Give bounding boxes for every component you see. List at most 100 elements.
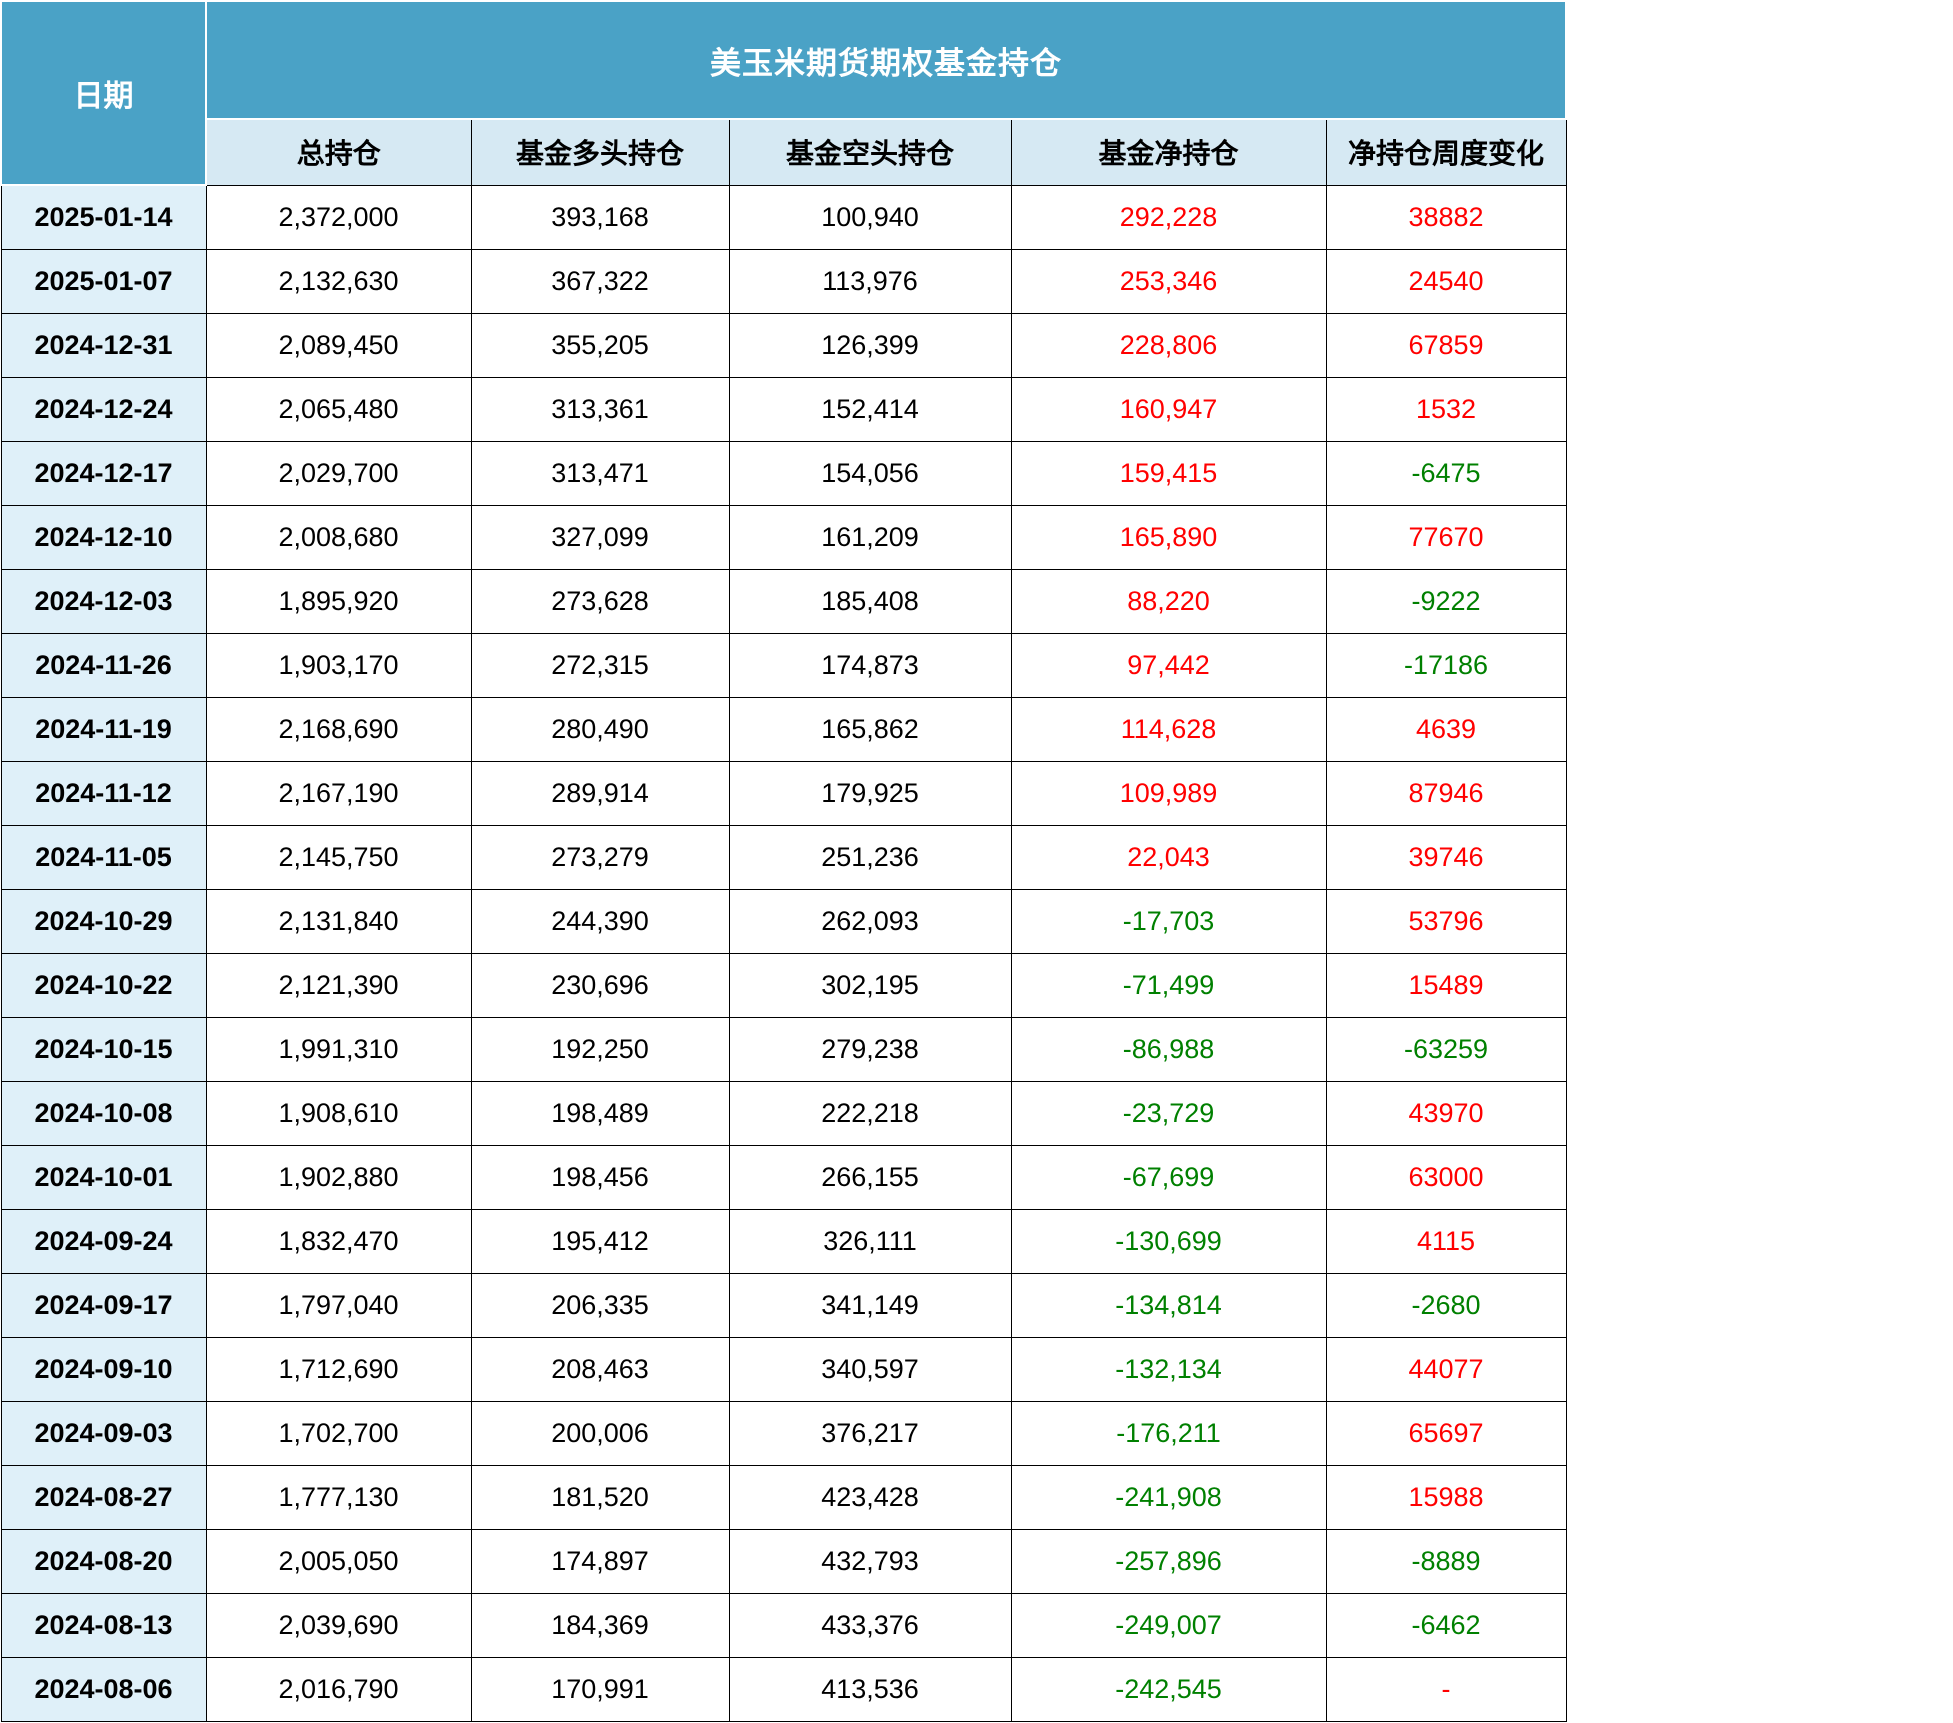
table-row: 2024-08-27 1,777,130 181,520 423,428 -241,90… — [0, 1464, 1567, 1530]
table-row: 2024-11-05 2,145,750 273,279 251,236 22,043 3… — [0, 824, 1567, 890]
cell-short: 302,195 — [728, 952, 1012, 1018]
cell-total: 2,008,680 — [205, 504, 472, 570]
cell-total: 2,089,450 — [205, 312, 472, 378]
cell-short: 266,155 — [728, 1144, 1012, 1210]
cell-change: 65697 — [1325, 1400, 1567, 1466]
cell-net: -71,499 — [1010, 952, 1327, 1018]
cell-change: 24540 — [1325, 248, 1567, 314]
cell-short: 185,408 — [728, 568, 1012, 634]
table-row: 2024-11-26 1,903,170 272,315 174,873 97,442-… — [0, 632, 1567, 698]
cell-change: -6462 — [1325, 1592, 1567, 1658]
cell-change: 1532 — [1325, 376, 1567, 442]
cell-change: 15988 — [1325, 1464, 1567, 1530]
cell-long: 280,490 — [470, 696, 730, 762]
cell-long: 184,369 — [470, 1592, 730, 1658]
cell-change: 4115 — [1325, 1208, 1567, 1274]
table-row: 2024-12-31 2,089,450 355,205 126,399 228,806… — [0, 312, 1567, 378]
table-row: 2024-11-19 2,168,690 280,490 165,862 114,628… — [0, 696, 1567, 762]
cell-net: -249,007 — [1010, 1592, 1327, 1658]
fund-positions-table: 日期 美玉米期货期权基金持仓 总持仓 基金多头持仓 基金空头持仓 基金净持仓 净持仓周度… — [0, 0, 1568, 1722]
cell-net: -130,699 — [1010, 1208, 1327, 1274]
cell-date: 2024-09-03 — [0, 1400, 207, 1466]
cell-long: 355,205 — [470, 312, 730, 378]
cell-change: 44077 — [1325, 1336, 1567, 1402]
cell-long: 198,489 — [470, 1080, 730, 1146]
table-row: 2024-09-24 1,832,470 195,412 326,111 -130,69… — [0, 1208, 1567, 1274]
cell-net: -242,545 — [1010, 1656, 1327, 1722]
cell-total: 1,895,920 — [205, 568, 472, 634]
cell-date: 2024-10-29 — [0, 888, 207, 954]
cell-short: 152,414 — [728, 376, 1012, 442]
cell-change: 38882 — [1325, 184, 1567, 250]
column-header-3: 基金净持仓 — [1010, 118, 1327, 186]
table-row: 2024-12-17 2,029,700 313,471 154,056 159,415… — [0, 440, 1567, 506]
cell-total: 1,903,170 — [205, 632, 472, 698]
table-row: 2025-01-14 2,372,000 393,168 100,940 292,228… — [0, 184, 1567, 250]
cell-total: 2,131,840 — [205, 888, 472, 954]
cell-long: 195,412 — [470, 1208, 730, 1274]
cell-long: 206,335 — [470, 1272, 730, 1338]
cell-total: 1,908,610 — [205, 1080, 472, 1146]
cell-change: 67859 — [1325, 312, 1567, 378]
table-row: 2024-10-22 2,121,390 230,696 302,195 -71,499… — [0, 952, 1567, 1018]
cell-date: 2024-09-17 — [0, 1272, 207, 1338]
cell-total: 1,832,470 — [205, 1208, 472, 1274]
cell-long: 170,991 — [470, 1656, 730, 1722]
cell-net: -17,703 — [1010, 888, 1327, 954]
cell-change: 39746 — [1325, 824, 1567, 890]
cell-short: 154,056 — [728, 440, 1012, 506]
cell-long: 192,250 — [470, 1016, 730, 1082]
cell-short: 174,873 — [728, 632, 1012, 698]
cell-change: 53796 — [1325, 888, 1567, 954]
cell-date: 2024-11-19 — [0, 696, 207, 762]
cell-net: 165,890 — [1010, 504, 1327, 570]
cell-long: 230,696 — [470, 952, 730, 1018]
table-row: 2024-08-13 2,039,690 184,369 433,376 -249,00… — [0, 1592, 1567, 1658]
cell-net: -176,211 — [1010, 1400, 1327, 1466]
cell-short: 279,238 — [728, 1016, 1012, 1082]
cell-total: 2,145,750 — [205, 824, 472, 890]
column-header-0: 总持仓 — [205, 118, 472, 186]
cell-change: 43970 — [1325, 1080, 1567, 1146]
cell-short: 251,236 — [728, 824, 1012, 890]
title-row: 日期 美玉米期货期权基金持仓 — [0, 0, 1568, 186]
cell-date: 2024-11-05 — [0, 824, 207, 890]
cell-date: 2024-09-24 — [0, 1208, 207, 1274]
cell-net: -257,896 — [1010, 1528, 1327, 1594]
cell-long: 174,897 — [470, 1528, 730, 1594]
cell-net: -86,988 — [1010, 1016, 1327, 1082]
column-header-4: 净持仓周度变化 — [1325, 118, 1567, 186]
cell-short: 161,209 — [728, 504, 1012, 570]
cell-date: 2024-10-15 — [0, 1016, 207, 1082]
cell-change: -8889 — [1325, 1528, 1567, 1594]
cell-change: 4639 — [1325, 696, 1567, 762]
cell-short: 262,093 — [728, 888, 1012, 954]
cell-long: 313,361 — [470, 376, 730, 442]
table-row: 2024-09-03 1,702,700 200,006 376,217 -176,21… — [0, 1400, 1567, 1466]
cell-total: 1,902,880 — [205, 1144, 472, 1210]
cell-short: 165,862 — [728, 696, 1012, 762]
cell-net: 22,043 — [1010, 824, 1327, 890]
cell-date: 2025-01-14 — [0, 184, 207, 250]
cell-total: 2,132,630 — [205, 248, 472, 314]
cell-date: 2024-08-06 — [0, 1656, 207, 1722]
cell-short: 432,793 — [728, 1528, 1012, 1594]
cell-date: 2024-11-12 — [0, 760, 207, 826]
cell-short: 222,218 — [728, 1080, 1012, 1146]
cell-short: 340,597 — [728, 1336, 1012, 1402]
cell-long: 181,520 — [470, 1464, 730, 1530]
cell-net: -132,134 — [1010, 1336, 1327, 1402]
cell-net: -23,729 — [1010, 1080, 1327, 1146]
table-row: 2024-10-29 2,131,840 244,390 262,093 -17,703… — [0, 888, 1567, 954]
cell-net: 160,947 — [1010, 376, 1327, 442]
cell-net: 114,628 — [1010, 696, 1327, 762]
cell-short: 126,399 — [728, 312, 1012, 378]
table-row: 2024-08-06 2,016,790 170,991 413,536 -242,54… — [0, 1656, 1567, 1722]
cell-short: 423,428 — [728, 1464, 1012, 1530]
cell-short: 113,976 — [728, 248, 1012, 314]
cell-date: 2024-12-10 — [0, 504, 207, 570]
cell-long: 198,456 — [470, 1144, 730, 1210]
cell-total: 2,167,190 — [205, 760, 472, 826]
cell-net: 88,220 — [1010, 568, 1327, 634]
